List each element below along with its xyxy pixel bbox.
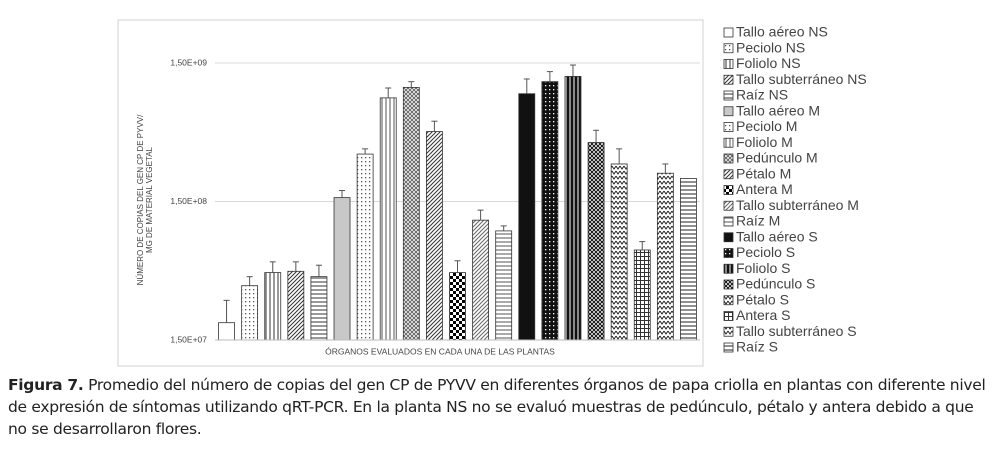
bar [356,153,374,341]
error-bar [223,299,230,323]
legend-swatch [723,200,734,211]
legend-swatch [723,43,734,54]
error-bar [593,129,600,143]
legend-label: Tallo aéreo NS [736,24,828,40]
y-tick-label: 1,50E+07 [170,334,207,344]
legend-label: Peciolo M [736,118,797,134]
error-bar [523,78,530,94]
bar [633,249,651,341]
error-bar [362,148,369,155]
legend-label: Tallo subterráneo S [736,323,857,339]
error-bar [408,81,415,88]
legend-swatch [723,216,734,227]
bar [333,197,351,341]
bar [241,285,259,341]
error-bar [292,261,299,272]
error-bar [616,148,623,164]
error-bar [454,260,461,273]
caption-label: Figura 7. [8,376,84,394]
error-bar [339,190,346,198]
y-axis-label: MG DE MATERIAL VEGETAL [145,146,154,253]
legend-swatch [723,342,734,353]
legend-swatch [723,263,734,274]
legend-swatch [723,90,734,101]
bar [218,322,235,341]
legend-label: Foliolo NS [736,55,801,71]
figure-caption: Figura 7. Promedio del número de copias … [8,374,993,440]
bar [379,97,397,341]
legend-swatch [723,185,734,195]
bar [656,172,674,341]
bar [518,93,536,341]
legend-swatch [723,311,734,321]
legend-label: Pétalo M [736,165,791,181]
legend-swatch [723,279,734,290]
error-bar [269,261,276,273]
legend-swatch [723,27,734,38]
bar [564,76,582,341]
legend-swatch [723,59,734,69]
legend-label: Raíz S [736,339,778,355]
error-bar [569,64,576,77]
y-tick-label: 1,50E+08 [170,196,207,206]
error-bar [431,120,438,132]
bar [426,131,443,341]
legend-label: Tallo aéreo M [736,102,820,118]
legend-swatch [723,232,734,243]
legend-label: Peciolo S [736,244,795,260]
legend-swatch [723,74,734,85]
bar [472,219,489,341]
legend-swatch [723,122,734,132]
bar [402,86,420,341]
error-bar [500,225,507,231]
bar [264,272,282,341]
legend-label: Pedúnculo M [736,150,818,166]
legend-label: Raíz NS [736,87,788,103]
bar [495,230,513,341]
legend-label: Tallo aéreo S [736,228,818,244]
legend-label: Peciolo NS [736,39,805,55]
y-axis-label: NÚMERO DE COPIAS DEL GEN CP DE PYVV/ [136,114,145,285]
error-bar [477,209,484,221]
legend-swatch [723,295,734,306]
bar [587,142,605,341]
error-bar [662,163,669,174]
legend-swatch [723,106,734,117]
bar [310,276,328,341]
bar [287,270,305,341]
y-tick-label: 1,50E+09 [170,57,207,67]
error-bar [315,264,322,277]
caption-text: Promedio del número de copias del gen CP… [8,376,986,438]
legend-label: Pétalo S [736,291,789,307]
legend-label: Antera M [736,181,793,197]
legend-label: Foliolo S [736,260,790,276]
legend-swatch [723,248,734,258]
legend-label: Foliolo M [736,134,793,150]
bar [449,272,466,341]
bar [541,81,559,341]
legend-swatch [723,326,734,337]
x-axis-label: ÓRGANOS EVALUADOS EN CADA UNA DE LAS PLA… [325,346,555,356]
legend-label: Raíz M [736,213,780,229]
legend-label: Tallo subterráneo NS [736,71,867,87]
chart: ÓRGANOS EVALUADOS EN CADA UNA DE LAS PLA… [117,19,867,367]
bar [610,163,628,341]
bar [680,178,697,341]
legend-label: Tallo subterráneo M [736,197,859,213]
legend-swatch [723,169,734,180]
error-bar [246,276,253,286]
error-bar [546,71,553,82]
legend-label: Pedúnculo S [736,276,815,292]
error-bar [385,87,392,98]
legend-swatch [723,137,734,148]
legend-label: Antera S [736,307,790,323]
error-bar [639,241,646,250]
legend-swatch [723,153,734,164]
